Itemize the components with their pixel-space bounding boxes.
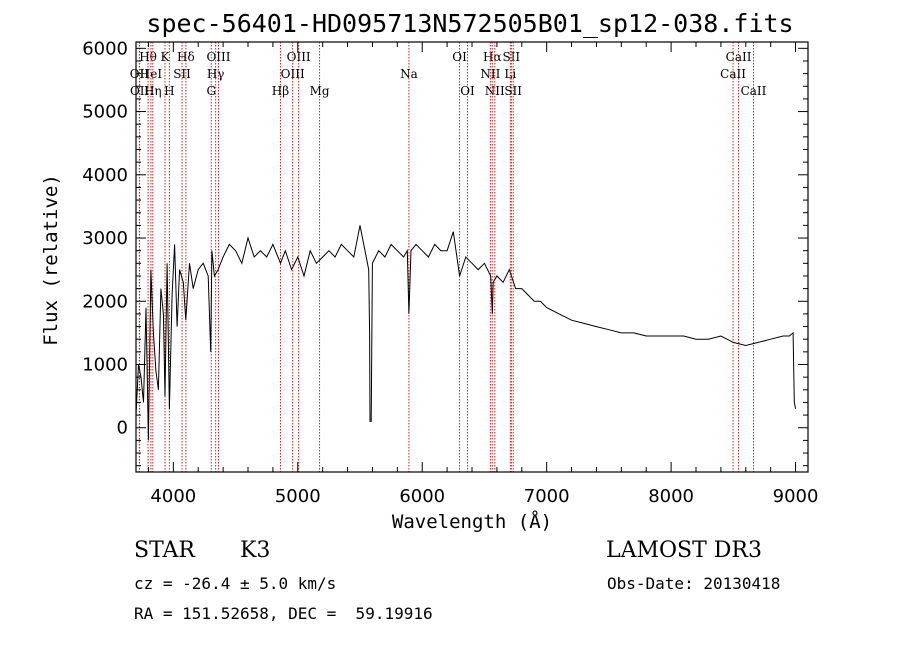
line-marker-label-1: OII: [130, 84, 150, 98]
redshift-velocity: cz = -26.4 ± 5.0 km/s: [134, 574, 337, 593]
line-marker-label-13: OIII: [287, 50, 311, 64]
axis-ticks: 4000 5000 6000 7000 8000 9000 0 1000 2000 3000 400…: [82, 38, 818, 507]
line-marker-label-25: CaII: [726, 50, 752, 64]
line-marker-label-18: OI: [460, 84, 475, 98]
line-marker-label-20: NII: [480, 67, 500, 81]
spectrum-line-group: [135, 225, 797, 441]
line-marker-label-10: Hγ: [207, 67, 225, 81]
line-marker-label-21: NII: [485, 84, 505, 98]
observation-date: Obs-Date: 20130418: [607, 574, 781, 593]
x-tick-label: 8000: [648, 486, 694, 507]
line-marker-label-27: CaII: [741, 84, 767, 98]
coordinates: RA = 151.52658, DEC = 59.19916: [134, 604, 433, 623]
line-marker-label-14: OIII: [281, 67, 305, 81]
x-tick-label: 7000: [524, 486, 570, 507]
line-marker-label-15: Mg: [310, 84, 330, 98]
y-tick-label: 2000: [82, 291, 128, 312]
spectrum-line: [135, 225, 797, 441]
y-tick-label: 1000: [82, 355, 128, 376]
line-marker-label-9: OIII: [206, 50, 230, 64]
line-marker-label-19: Hα: [483, 50, 502, 64]
line-marker-label-11: G: [206, 84, 216, 98]
emission-line-markers: OIIOIIHθHeIHηKSIIHHδOIIIHγGHβOIIIOIIIMgN…: [130, 42, 767, 472]
line-marker-label-6: SII: [173, 67, 191, 81]
y-tick-label: 6000: [82, 38, 128, 59]
line-marker-label-3: HeI: [140, 67, 163, 81]
line-marker-label-5: K: [161, 50, 171, 64]
line-marker-label-23: Li: [504, 67, 516, 81]
x-axis-label: Wavelength (Å): [392, 510, 552, 533]
plot-frame: [135, 41, 809, 473]
x-tick-label: 9000: [773, 486, 819, 507]
line-marker-label-17: OI: [452, 50, 467, 64]
line-marker-label-4: Hη: [144, 84, 162, 98]
line-marker-label-24: SII: [504, 84, 522, 98]
x-tick-label: 6000: [399, 486, 445, 507]
y-tick-label: 5000: [82, 102, 128, 123]
chart-title: spec-56401-HD095713N572505B01_sp12-038.f…: [146, 9, 793, 38]
line-marker-label-16: Na: [400, 67, 418, 81]
line-marker-label-12: Hβ: [272, 84, 289, 98]
x-tick-label: 5000: [275, 486, 321, 507]
line-marker-label-8: Hδ: [177, 50, 195, 64]
survey-name: LAMOST DR3: [606, 538, 762, 563]
line-marker-label-26: CaII: [720, 67, 746, 81]
y-tick-label: 4000: [82, 165, 128, 186]
object-class: STAR: [134, 538, 195, 563]
line-marker-label-22: SII: [502, 50, 520, 64]
y-tick-label: 3000: [82, 228, 128, 249]
y-tick-label: 0: [117, 418, 128, 439]
line-marker-label-7: H: [164, 84, 174, 98]
object-subclass: K3: [240, 538, 271, 563]
x-tick-label: 4000: [150, 486, 196, 507]
line-marker-label-2: Hθ: [139, 50, 157, 64]
y-axis-label: Flux (relative): [40, 174, 62, 346]
